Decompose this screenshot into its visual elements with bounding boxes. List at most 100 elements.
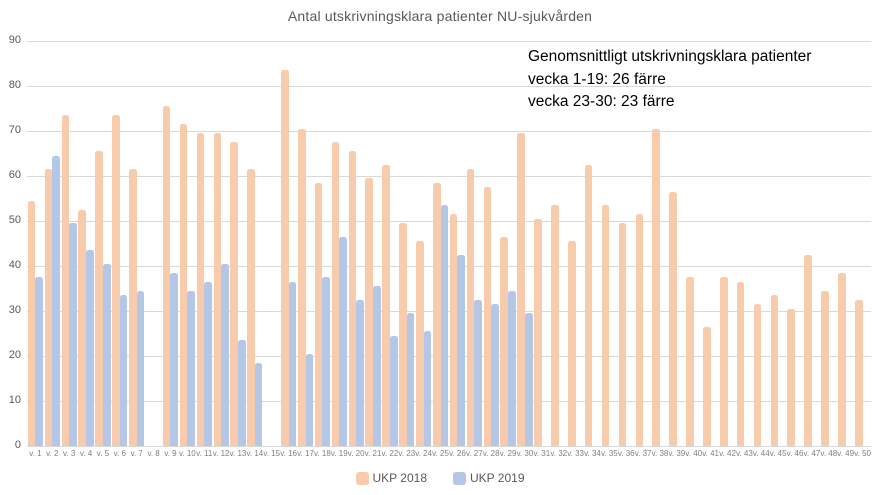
annotation-line-1: Genomsnittligt utskrivningsklara patient… [528,48,812,65]
y-axis-label-10: 10 [8,394,21,406]
bar-ukp-2019-vvv6 [119,295,128,446]
bar-ukp-2019-vvv19 [339,236,347,446]
gridline-y-40 [27,265,871,267]
x-axis-label-1: v. 1 [29,449,42,458]
x-axis-label-37: v. 37 [634,449,652,458]
legend-label-ukp-2019: UKP 2019 [470,471,525,485]
x-axis-label-46: v. 46 [786,449,804,458]
x-axis-label-14: v. 14 [246,449,264,458]
legend-item-ukp-2019: UKP 2019 [453,471,525,485]
bar-ukp-2019-vvv10 [187,290,195,446]
bar-ukp-2018-vvv1 [27,200,36,446]
x-axis-label-10: v. 10 [178,449,196,458]
bar-ukp-2018-vvv21 [365,178,374,446]
bar-ukp-2019-vvv1 [35,277,44,446]
bar-ukp-2019-vvv3 [69,223,77,446]
bar-ukp-2018-vvv6 [112,115,120,446]
bar-ukp-2018-vvv26 [449,214,458,446]
y-axis-label-20: 20 [8,349,21,361]
bar-ukp-2018-vvv24 [416,241,424,446]
bar-ukp-2019-vvv26 [457,254,466,446]
bar-ukp-2018-vvv45 [770,295,779,446]
x-axis-label-50: v. 50 [854,449,871,458]
x-axis-label-3: v. 3 [63,449,76,458]
x-axis-label-35: v. 35 [600,449,618,458]
bar-ukp-2019-vvv17 [305,353,314,446]
legend-swatch-ukp-2019-icon [453,471,466,485]
bar-ukp-2019-vvv9 [170,272,179,446]
bar-ukp-2019-vvv27 [474,299,482,446]
bar-ukp-2019-vvv13 [238,340,246,446]
bar-ukp-2018-vvv50 [854,299,863,446]
x-axis-label-20: v. 20 [347,449,365,458]
bar-ukp-2018-vvv4 [78,209,87,446]
bar-ukp-2018-vvv32 [551,205,559,446]
x-axis-label-25: v. 25 [432,449,449,458]
x-axis-label-9: v. 9 [164,449,177,458]
x-axis-label-24: v. 24 [415,449,433,458]
bar-ukp-2018-vvv30 [517,133,525,446]
bar-ukp-2018-vvv20 [348,151,357,446]
y-axis-label-80: 80 [8,79,21,91]
y-axis-label-40: 40 [8,259,21,271]
x-axis-label-8: v. 8 [147,449,160,458]
bar-ukp-2019-vvv18 [322,277,330,446]
bar-ukp-2018-vvv46 [787,308,796,446]
x-axis-label-29: v. 29 [499,449,517,458]
x-axis-label-26: v. 26 [449,449,466,458]
x-axis-label-7: v. 7 [130,449,143,458]
x-axis-label-16: v. 16 [280,449,297,458]
bar-ukp-2018-vvv23 [399,223,407,446]
bar-ukp-2018-vvv31 [534,218,542,446]
bar-ukp-2018-vvv14 [247,169,255,446]
x-axis-label-13: v. 13 [229,449,247,458]
bar-ukp-2019-vvv22 [389,335,398,446]
x-axis-label-22: v. 22 [381,449,399,458]
bar-ukp-2018-vvv19 [331,142,340,446]
x-axis-label-32: v. 32 [550,449,568,458]
x-axis-label-47: v. 47 [803,449,821,458]
gridline-y-10 [27,400,871,402]
bar-ukp-2018-vvv28 [483,187,492,446]
x-axis-label-18: v. 18 [314,449,331,458]
bar-ukp-2019-vvv16 [288,281,297,446]
gridline-y-0 [27,445,871,447]
x-axis-label-17: v. 17 [297,449,314,458]
bar-ukp-2018-vvv43 [736,281,745,446]
x-axis-label-30: v. 30 [516,449,534,458]
x-axis-label-12: v. 12 [212,449,230,458]
legend-label-ukp-2018: UKP 2018 [372,471,428,485]
x-axis-label-6: v. 6 [113,449,126,458]
x-axis-label-43: v. 43 [736,449,753,458]
x-axis-label-23: v. 23 [398,449,416,458]
gridline-y-20 [27,355,871,357]
gridline-y-60 [27,175,871,177]
y-axis-label-90: 90 [8,34,21,46]
bar-ukp-2019-vvv21 [373,286,381,446]
legend-swatch-ukp-2018-icon [355,471,369,485]
bar-ukp-2018-vvv11 [196,133,205,446]
x-axis-label-19: v. 19 [330,449,348,458]
x-axis-label-5: v. 5 [96,449,110,458]
bar-ukp-2018-vvv13 [230,142,238,446]
bar-ukp-2019-vvv20 [356,299,364,446]
bar-ukp-2018-vvv7 [129,169,137,446]
x-axis-label-15: v. 15 [263,449,281,458]
x-axis-label-21: v. 21 [364,449,382,458]
bar-ukp-2018-vvv9 [162,106,171,446]
x-axis-label-2: v. 2 [46,449,59,458]
gridline-y-80 [27,85,871,87]
bar-ukp-2018-vvv33 [568,241,576,446]
x-axis-label-39: v. 39 [668,449,686,458]
bar-ukp-2018-vvv41 [703,326,711,446]
bar-ukp-2018-vvv27 [466,169,475,446]
bar-ukp-2019-vvv24 [423,331,432,446]
bar-ukp-2018-vvv40 [686,277,694,446]
x-axis-label-31: v. 31 [533,449,551,458]
x-axis-label-48: v. 48 [820,449,838,458]
legend-item-ukp-2018: UKP 2018 [355,471,428,485]
bar-ukp-2018-vvv10 [179,124,188,446]
y-axis-label-0: 0 [14,439,21,451]
gridline-y-30 [27,310,871,312]
